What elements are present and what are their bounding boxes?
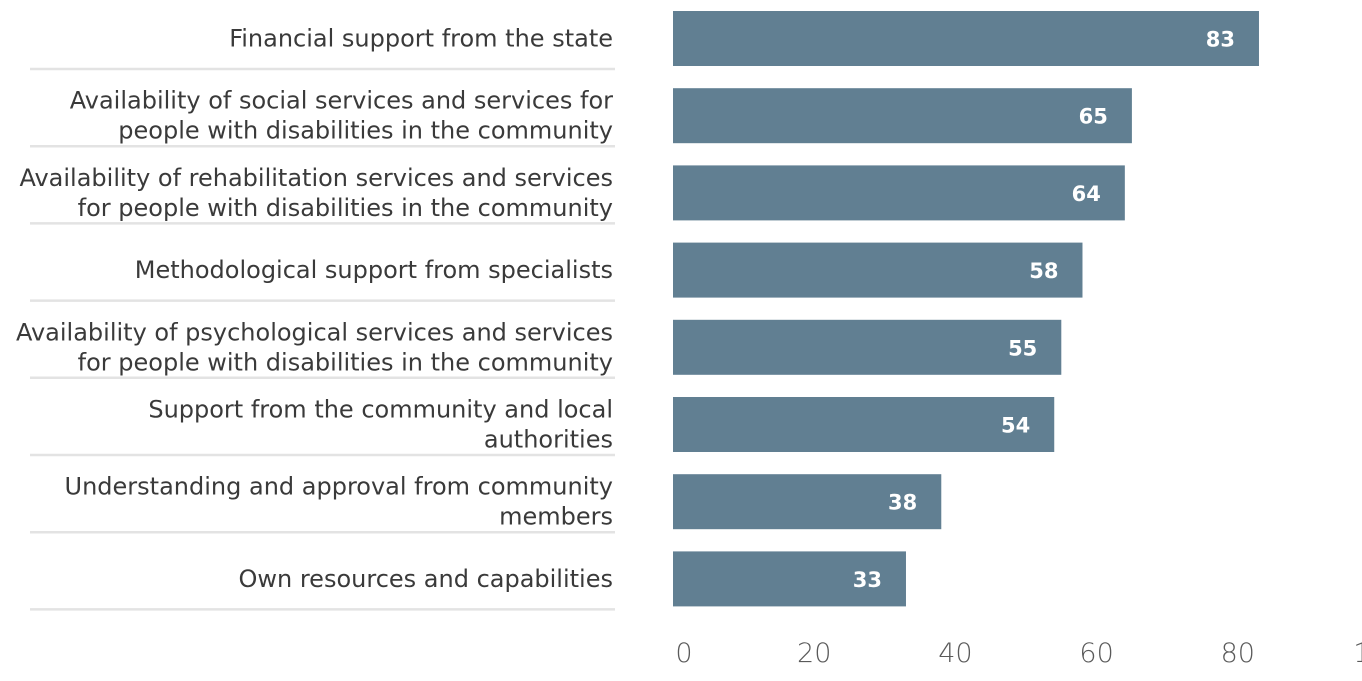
bar-value-label: 65 [1079,105,1108,129]
value-labels: 83 65 64 58 55 54 38 33 [853,28,1235,592]
category-label-line: authorities [484,426,613,454]
bar [673,397,1055,452]
category-label: Support from the community and local auth… [148,396,613,454]
category-label-line: for people with disabilities in the comm… [78,348,613,376]
x-tick-label: 60 [1079,638,1113,669]
bar [673,11,1259,66]
bar-value-label: 83 [1206,28,1235,52]
x-tick-label: 40 [938,638,972,669]
bar [673,88,1132,144]
category-label: Financial support from the state [229,25,613,53]
category-label-line: Own resources and capabilities [238,565,613,593]
bar-value-label: 54 [1001,414,1030,438]
category-label-line: Availability of rehabilitation services … [19,164,613,192]
category-label: Availability of psychological services a… [16,318,613,376]
row-separators [30,67,615,611]
bars-group [673,11,1259,607]
category-label-line: Financial support from the state [229,25,613,53]
category-label-line: Understanding and approval from communit… [65,473,613,501]
category-label-line: Availability of social services and serv… [70,87,613,115]
category-label: Availability of rehabilitation services … [19,164,613,222]
bar [673,242,1083,298]
bar-value-label: 64 [1072,182,1101,206]
category-labels: Financial support from the state Availabi… [16,25,613,593]
bar-value-label: 55 [1008,336,1037,360]
bar [673,319,1062,375]
bar-value-label: 33 [853,568,882,592]
bar [673,551,906,607]
category-label-line: Support from the community and local [148,396,613,424]
x-tick-label: 100 [1353,638,1362,669]
x-axis-ticks: 0 20 40 60 80 100 [675,638,1362,669]
category-label-line: Methodological support from specialists [135,256,613,284]
x-tick-label: 0 [675,638,692,669]
category-label: Methodological support from specialists [135,256,613,284]
bar-value-label: 58 [1029,259,1058,283]
category-label: Own resources and capabilities [238,565,613,593]
category-label: Availability of social services and serv… [70,87,613,145]
bar [673,165,1125,221]
bar-value-label: 38 [888,491,917,515]
x-tick-label: 20 [797,638,831,669]
category-label: Understanding and approval from communit… [65,473,613,531]
x-tick-label: 80 [1221,638,1255,669]
category-label-line: members [499,503,613,531]
category-label-line: people with disabilities in the communit… [118,117,613,145]
bar [673,474,942,530]
category-label-line: Availability of psychological services a… [16,318,613,346]
category-label-line: for people with disabilities in the comm… [78,194,613,222]
